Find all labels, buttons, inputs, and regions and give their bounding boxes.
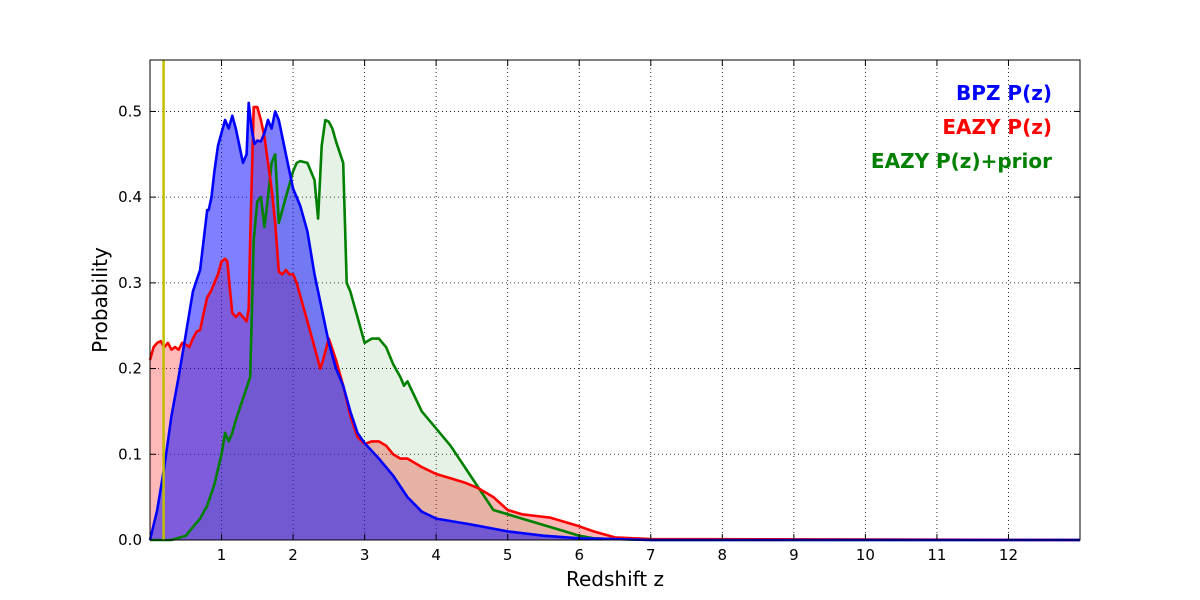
y-tick-label: 0.5 [118, 102, 142, 120]
series-fill-0 [150, 102, 1080, 541]
legend-entry-0: BPZ P(z) [956, 81, 1052, 105]
y-tick-label: 0.4 [118, 188, 142, 206]
x-tick-label: 9 [789, 546, 799, 564]
series-fills [150, 102, 1080, 541]
y-tick-label: 0.0 [118, 531, 142, 549]
axis-ticks: 1 2 3 4 5 6 7 8 9 10 11 120.00.10.20.30.40.5 [118, 60, 1080, 564]
series-line-0 [148, 101, 1080, 542]
x-tick-label: 7 [646, 546, 656, 564]
x-tick-label: 3 [360, 546, 370, 564]
series-area [148, 101, 1081, 542]
x-axis-title: Redshift z [566, 567, 664, 591]
series-line-2 [150, 118, 1080, 542]
legend-entry-1: EAZY P(z) [942, 115, 1052, 139]
x-tick-label: 1 [217, 546, 227, 564]
y-tick-label: 0.1 [118, 445, 142, 463]
x-tick-label: 8 [718, 546, 728, 564]
series-fill-2 [150, 120, 1080, 540]
x-tick-label: 12 [999, 546, 1018, 564]
x-tick-label: 11 [927, 546, 946, 564]
y-tick-label: 0.2 [118, 360, 142, 378]
series-lines [148, 101, 1081, 542]
plot-frame [149, 59, 1081, 541]
x-tick-label: 5 [503, 546, 513, 564]
series-line-1 [148, 105, 1081, 542]
x-tick-label: 10 [856, 546, 875, 564]
grid [150, 60, 1080, 540]
legend: BPZ P(z) EAZY P(z) EAZY P(z)+prior [871, 81, 1052, 173]
legend-entry-2: EAZY P(z)+prior [871, 149, 1052, 173]
y-tick-label: 0.3 [118, 274, 142, 292]
x-tick-label: 6 [574, 546, 584, 564]
x-tick-label: 4 [431, 546, 441, 564]
x-tick-label: 2 [288, 546, 298, 564]
y-axis-title: Probability [88, 247, 112, 353]
